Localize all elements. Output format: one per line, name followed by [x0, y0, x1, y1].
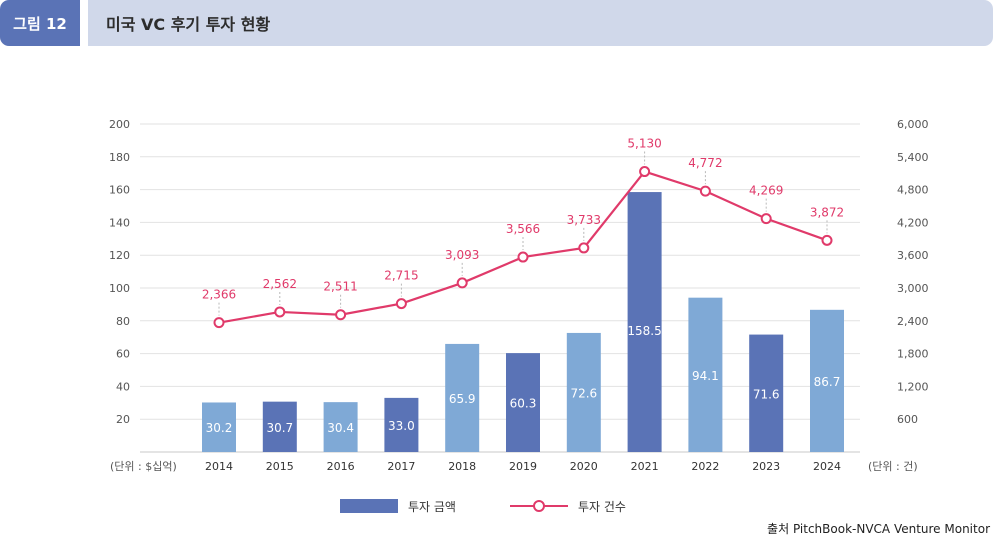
count-point: [335, 309, 347, 321]
bar: [566, 332, 601, 452]
count-value-label: 2,715: [384, 269, 418, 283]
x-tick-label: 2016: [327, 460, 355, 473]
count-value-label: 2,511: [323, 280, 357, 294]
bar-value-label: 30.2: [206, 421, 233, 435]
chart-title: 미국 VC 후기 투자 현황: [106, 15, 271, 34]
bar: [202, 402, 236, 452]
source-note: 출처 PitchBook-NVCA Venture Monitor: [767, 522, 990, 536]
bar: [810, 309, 844, 452]
bar: [262, 401, 297, 452]
right-tick-label: 2,400: [897, 315, 929, 328]
bar-value-label: 71.6: [753, 387, 780, 401]
count-point: [639, 166, 651, 178]
left-tick-label: 120: [109, 249, 130, 262]
count-value-label: 2,366: [202, 288, 236, 302]
right-tick-label: 4,200: [897, 216, 929, 229]
count-value-label: 3,093: [445, 248, 479, 262]
bar-value-label: 65.9: [449, 392, 476, 406]
x-tick-label: 2015: [266, 460, 294, 473]
left-tick-label: 40: [116, 380, 130, 393]
x-tick-label: 2024: [813, 460, 841, 473]
count-series-line: [218, 170, 828, 324]
count-value-label: 2,562: [263, 277, 297, 291]
bar: [506, 353, 540, 452]
x-tick-label: 2019: [509, 460, 537, 473]
legend-line-swatch: [510, 499, 568, 513]
count-point: [517, 251, 529, 263]
x-tick-label: 2017: [387, 460, 415, 473]
chart-legend: 투자 금액 투자 건수: [340, 496, 680, 516]
bar: [445, 343, 480, 452]
count-point: [699, 185, 711, 197]
count-point: [274, 306, 286, 318]
x-tick-label: 2021: [631, 460, 659, 473]
count-point: [760, 213, 772, 225]
count-value-label: 4,269: [749, 184, 783, 198]
x-tick-label: 2023: [752, 460, 780, 473]
right-tick-label: 5,400: [897, 151, 929, 164]
count-value-label: 3,733: [567, 213, 601, 227]
right-tick-label: 4,800: [897, 184, 929, 197]
bar-value-label: 60.3: [510, 397, 537, 411]
legend-item-count: 투자 건수: [510, 496, 626, 516]
count-value-label: 4,772: [688, 156, 722, 170]
count-point: [821, 234, 833, 246]
right-tick-label: 1,200: [897, 380, 929, 393]
bar: [323, 402, 358, 452]
bar-value-label: 30.7: [266, 421, 293, 435]
left-tick-label: 140: [109, 216, 130, 229]
figure-number-badge: 그림 12: [0, 0, 80, 46]
x-tick-label: 2014: [205, 460, 233, 473]
right-tick-label: 3,000: [897, 282, 929, 295]
left-tick-label: 200: [109, 118, 130, 131]
chart-header: 그림 12 미국 VC 후기 투자 현황: [0, 0, 993, 46]
bar-value-label: 72.6: [570, 386, 597, 400]
left-tick-label: 80: [116, 315, 130, 328]
count-point: [456, 277, 468, 289]
legend-item-amount: 투자 금액: [340, 496, 456, 516]
right-tick-label: 3,600: [897, 249, 929, 262]
bar: [627, 192, 662, 452]
bar-value-label: 30.4: [327, 421, 354, 435]
right-tick-label: 1,800: [897, 348, 929, 361]
bar: [688, 297, 723, 452]
legend-label-amount: 투자 금액: [408, 499, 456, 514]
right-tick-label: 6,000: [897, 118, 929, 131]
bar-value-label: 94.1: [692, 369, 719, 383]
left-tick-label: 20: [116, 413, 130, 426]
x-tick-label: 2020: [570, 460, 598, 473]
left-unit-label: (단위 : $십억): [110, 460, 177, 473]
bar: [384, 397, 419, 452]
count-point: [578, 242, 590, 254]
left-tick-label: 100: [109, 282, 130, 295]
bar: [749, 334, 784, 452]
left-tick-label: 180: [109, 151, 130, 164]
right-unit-label: (단위 : 건): [868, 460, 918, 473]
bar-value-label: 33.0: [388, 419, 415, 433]
count-point: [395, 298, 407, 310]
x-tick-label: 2022: [691, 460, 719, 473]
count-value-label: 5,130: [627, 137, 661, 151]
left-tick-label: 60: [116, 348, 130, 361]
bar-value-label: 158.5: [627, 324, 661, 338]
left-tick-label: 160: [109, 184, 130, 197]
count-value-label: 3,566: [506, 222, 540, 236]
bar-value-label: 86.7: [814, 375, 841, 389]
x-tick-label: 2018: [448, 460, 476, 473]
legend-label-count: 투자 건수: [578, 499, 626, 514]
chart-title-bar: 미국 VC 후기 투자 현황: [88, 0, 993, 46]
legend-bar-swatch: [340, 499, 398, 513]
count-point: [213, 317, 225, 329]
count-value-label: 3,872: [810, 205, 844, 219]
right-tick-label: 600: [897, 413, 918, 426]
